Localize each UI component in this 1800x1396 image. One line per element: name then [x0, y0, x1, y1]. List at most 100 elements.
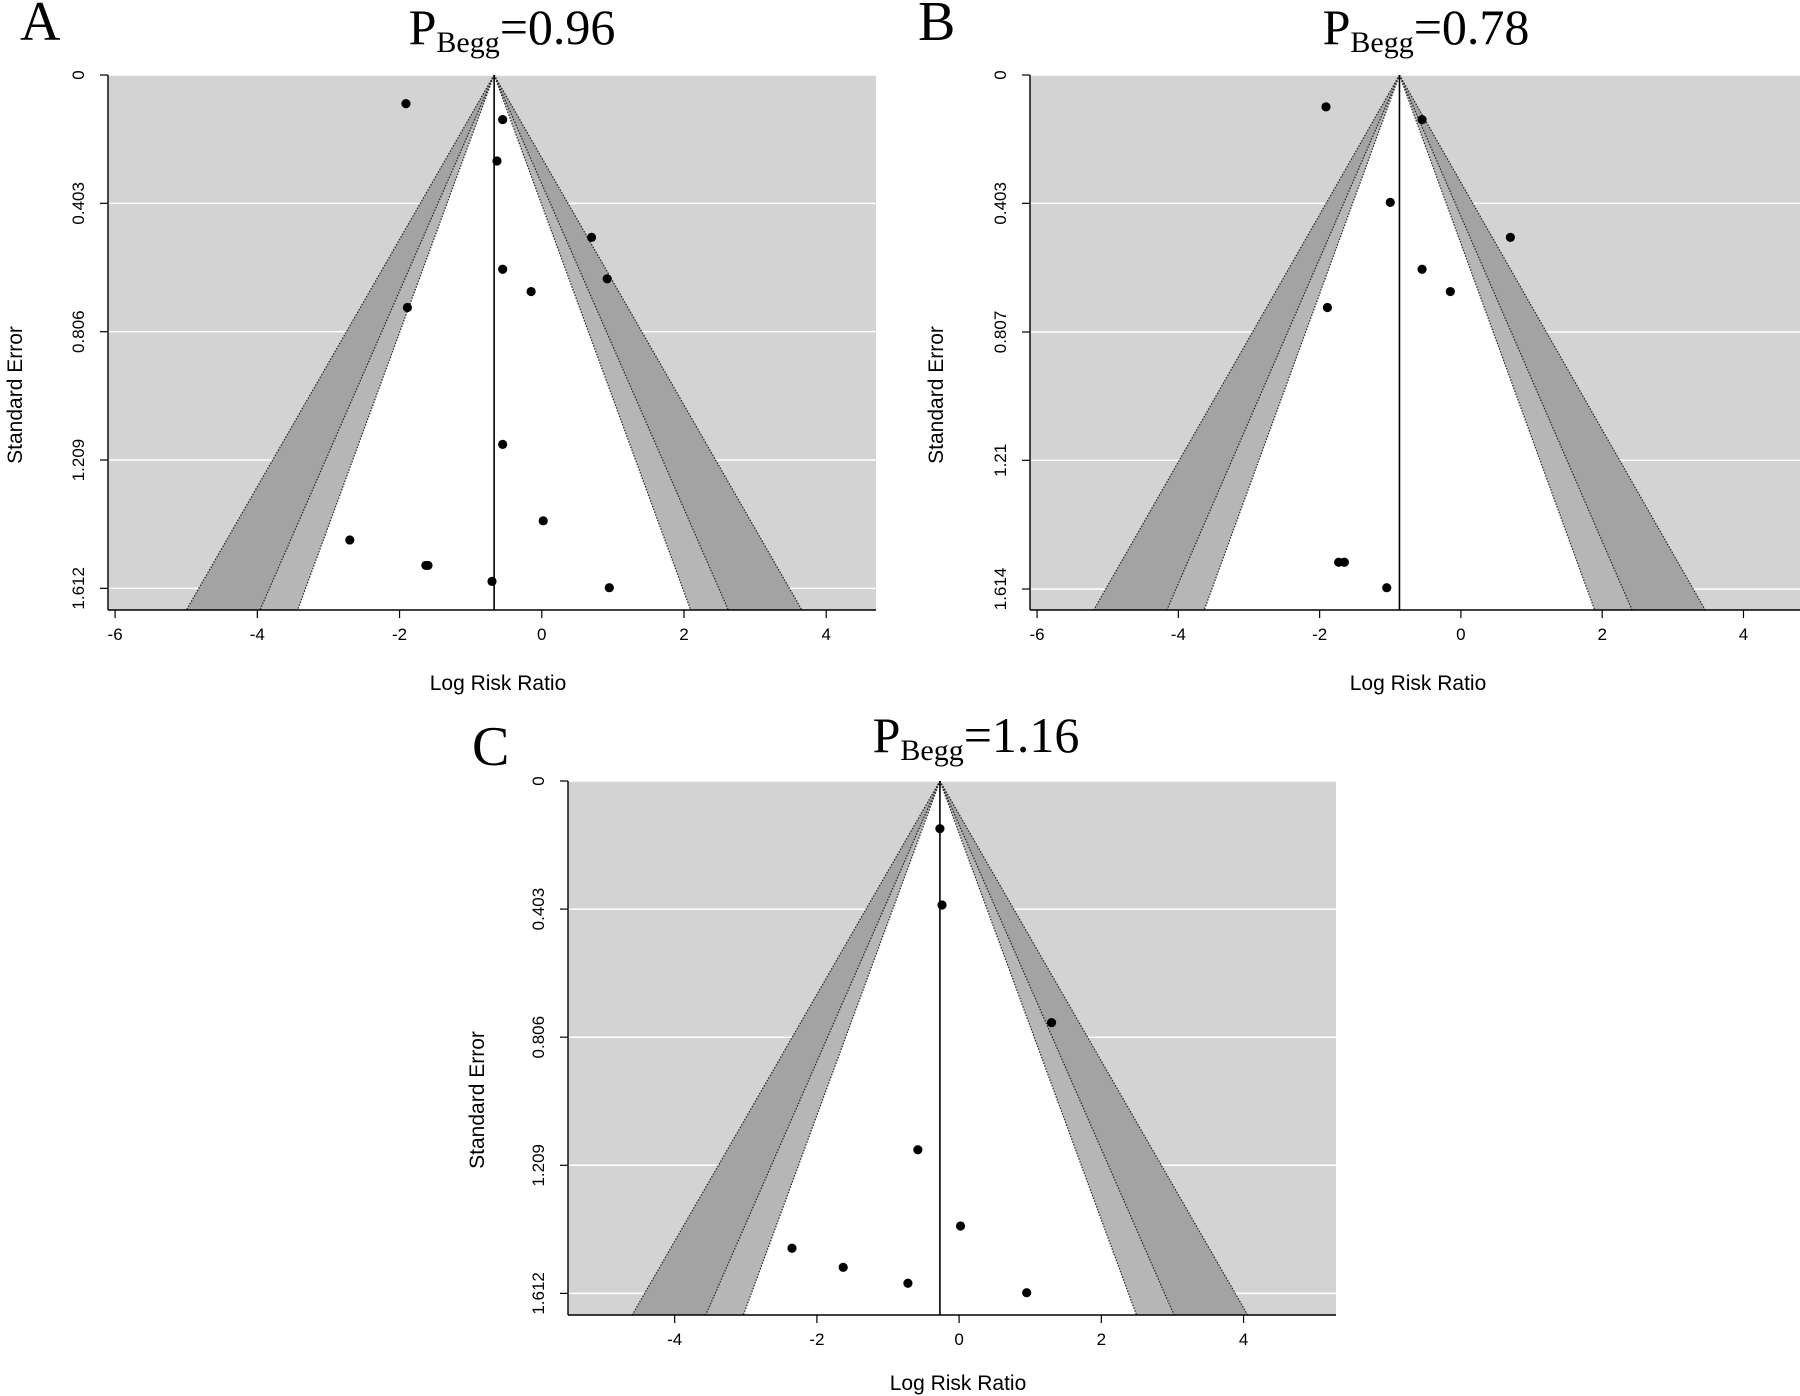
study-point-8	[1339, 557, 1349, 567]
study-point-6	[838, 1262, 848, 1272]
x-tick-label-2: -2	[392, 625, 407, 644]
funnel-edge-1-left	[705, 781, 941, 1315]
panel-c-xlabel: Log Risk Ratio	[890, 1372, 1027, 1395]
y-tick-label-4: 1.612	[529, 1272, 548, 1315]
x-tick-label-2: -2	[1312, 625, 1327, 644]
study-point-0	[1321, 102, 1331, 112]
study-point-12	[423, 560, 433, 571]
panel-letter-a: A	[20, 0, 61, 53]
study-point-2	[1046, 1017, 1057, 1028]
x-tick-label-1: -4	[1171, 625, 1186, 644]
funnel-edge-2-left	[185, 75, 495, 610]
y-tick-label-3: 1.21	[991, 444, 1010, 477]
study-point-6	[1322, 302, 1333, 313]
panel-b-title: PBegg=0.78	[1323, 0, 1530, 59]
x-tick-label-2: 0	[954, 1330, 963, 1349]
funnel-edge-0-left	[742, 781, 941, 1315]
panel-a-title-value: =0.96	[500, 0, 616, 55]
study-point-4	[955, 1221, 966, 1231]
study-point-6	[526, 286, 536, 297]
panel-c-title-p: P	[873, 707, 901, 763]
x-tick-label-4: 4	[1239, 1330, 1248, 1349]
panel-b-title-p: P	[1323, 0, 1351, 55]
study-point-10	[345, 535, 355, 545]
study-point-8	[498, 439, 508, 450]
funnel-edge-2-right	[493, 75, 803, 610]
plot-area	[108, 75, 876, 610]
study-point-2	[1385, 197, 1395, 207]
study-point-1	[937, 900, 947, 910]
x-tick-label-1: -4	[250, 625, 265, 644]
study-point-1	[1417, 114, 1427, 125]
panel-b-ylabel: Standard Error	[925, 326, 948, 464]
y-tick-label-0: 0	[529, 776, 548, 785]
x-tick-label-4: 2	[679, 625, 688, 644]
x-tick-label-0: -4	[667, 1330, 682, 1349]
panel-c-title-sub: Begg	[900, 734, 963, 767]
study-point-5	[498, 264, 508, 274]
study-point-7	[903, 1278, 913, 1288]
panel-letter-b: B	[918, 0, 955, 53]
funnel-edge-1-left	[1166, 75, 1401, 610]
panel-a-ylabel: Standard Error	[4, 326, 27, 464]
panel-a-plot: -6 -4 -2 0 2 4 0 0.403 0.806 1.209 1.612	[69, 70, 876, 644]
study-point-14	[604, 583, 614, 593]
y-tick-label-3: 1.209	[69, 439, 88, 482]
panel-a-title: PBegg=0.96	[409, 0, 616, 59]
y-tick-label-1: 0.403	[69, 182, 88, 225]
study-point-4	[602, 274, 612, 284]
y-tick-label-2: 0.806	[529, 1016, 548, 1059]
study-point-5	[787, 1243, 797, 1253]
funnel-edge-0-right	[1398, 75, 1596, 610]
y-tick-label-2: 0.806	[69, 310, 88, 353]
study-point-3	[586, 232, 597, 243]
study-point-5	[1445, 286, 1455, 297]
x-tick-label-3: 2	[1097, 1330, 1106, 1349]
panel-b-plot: -6 -4 -2 0 2 4 0 0.403 0.807 1.21 1.614	[991, 70, 1800, 644]
x-tick-label-0: -6	[1030, 625, 1045, 644]
x-tick-label-5: 4	[821, 625, 830, 644]
study-point-3	[1505, 232, 1515, 243]
panel-b-title-value: =0.78	[1414, 0, 1530, 55]
y-tick-label-1: 0.403	[529, 888, 548, 931]
study-point-9	[538, 516, 548, 526]
funnel-edge-1-right	[939, 781, 1175, 1315]
funnel-edge-0-right	[939, 781, 1137, 1315]
study-point-7	[402, 302, 412, 313]
panel-letter-c: C	[472, 716, 509, 778]
x-tick-label-1: -2	[809, 1330, 824, 1349]
study-point-4	[1417, 264, 1427, 274]
funnel-edge-0-left	[1203, 75, 1401, 610]
panel-c-plot: -4 -2 0 2 4 0 0.403 0.806 1.209 1.612	[529, 776, 1336, 1349]
panel-b-xlabel: Log Risk Ratio	[1350, 672, 1487, 695]
panel-c-ylabel: Standard Error	[466, 1031, 489, 1169]
funnel-edge-0-right	[493, 75, 692, 610]
y-tick-label-0: 0	[991, 70, 1010, 79]
y-tick-label-3: 1.209	[529, 1144, 548, 1187]
panel-c-title: PBegg=1.16	[873, 707, 1080, 767]
funnel-edge-2-right	[1398, 75, 1706, 610]
funnel-edge-1-left	[259, 75, 495, 610]
study-point-9	[1382, 583, 1392, 593]
x-tick-label-3: 0	[1456, 625, 1465, 644]
panel-b: B PBegg=0.78 -6 -4 -2 0 2 4 0 0.403 0.807 1.21 1.6…	[918, 0, 1800, 695]
study-point-3	[913, 1145, 923, 1155]
study-point-13	[487, 576, 497, 586]
funnel-edge-1-right	[1398, 75, 1633, 610]
panel-c-title-value: =1.16	[964, 707, 1080, 763]
y-tick-label-4: 1.614	[991, 568, 1010, 611]
panel-a-xlabel: Log Risk Ratio	[430, 672, 567, 695]
x-tick-label-5: 4	[1739, 625, 1748, 644]
study-point-2	[492, 156, 502, 166]
study-point-8	[1022, 1288, 1032, 1298]
funnel-edge-2-left	[631, 781, 941, 1315]
panel-a-title-sub: Begg	[436, 26, 499, 59]
panel-b-title-sub: Begg	[1350, 26, 1413, 59]
funnel-edge-2-left	[1093, 75, 1400, 610]
x-tick-label-0: -6	[108, 625, 123, 644]
y-tick-label-2: 0.807	[991, 311, 1010, 354]
x-tick-label-3: 0	[537, 625, 546, 644]
y-tick-label-1: 0.403	[991, 182, 1010, 225]
study-point-0	[935, 824, 945, 834]
study-point-1	[498, 114, 508, 125]
